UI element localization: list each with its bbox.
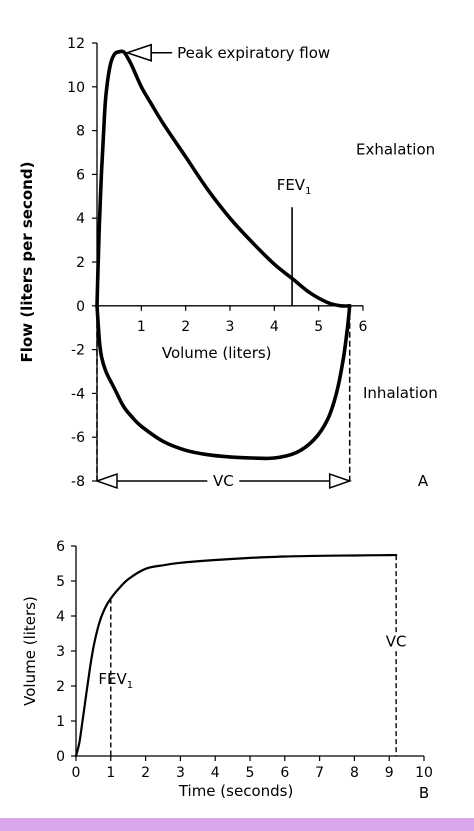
flow-y-tick-label: -2 bbox=[71, 343, 85, 359]
time-x-tick-label: 1 bbox=[106, 765, 115, 781]
flow-y-axis-label: Flow (liters per second) bbox=[18, 162, 36, 363]
time-x-tick-label: 8 bbox=[350, 765, 359, 781]
flow-x-tick-label: 3 bbox=[226, 319, 235, 335]
flow-y-tick-label: 10 bbox=[67, 80, 85, 96]
volume-time-chart: 0 1 2 3 4 5 6 0 1 2 3 4 5 6 7 8 9 10 FEV1 VC Time (secon… bbox=[21, 539, 433, 802]
time-x-tick-label: 9 bbox=[385, 765, 394, 781]
time-x-tick-label: 2 bbox=[141, 765, 150, 781]
volume-y-tick-label: 0 bbox=[56, 749, 65, 765]
fev1-label-b: FEV1 bbox=[98, 670, 133, 691]
time-x-tick-label: 0 bbox=[72, 765, 81, 781]
vc-arrowhead-left bbox=[94, 472, 118, 490]
flow-y-axis-ticks: 12 10 8 6 4 2 0 -2 -4 -6 -8 bbox=[67, 36, 97, 490]
vc-label-background bbox=[383, 632, 410, 651]
flow-y-tick-label: -8 bbox=[71, 474, 85, 490]
vc-arrowhead-right bbox=[328, 472, 352, 490]
exhalation-curve bbox=[95, 49, 352, 308]
volume-y-axis-label: Volume (liters) bbox=[21, 596, 39, 706]
flow-y-tick-label: 8 bbox=[76, 124, 85, 140]
flow-y-tick-label: 12 bbox=[67, 36, 85, 52]
volume-y-tick-label: 5 bbox=[56, 574, 65, 590]
flow-x-tick-label: 2 bbox=[181, 319, 190, 335]
peak-flow-arrow bbox=[124, 43, 152, 62]
flow-volume-series bbox=[95, 49, 352, 461]
flow-x-tick-label: 4 bbox=[270, 319, 279, 335]
flow-x-axis-ticks: 1 2 3 4 5 6 bbox=[137, 305, 368, 335]
panel-b-letter: B bbox=[419, 784, 429, 802]
time-x-tick-label: 10 bbox=[415, 765, 433, 781]
volume-y-tick-label: 2 bbox=[56, 679, 65, 695]
volume-time-curve bbox=[74, 553, 398, 758]
flow-x-tick-label: 5 bbox=[314, 319, 323, 335]
flow-y-tick-label: 2 bbox=[76, 255, 85, 271]
flow-y-tick-label: 0 bbox=[76, 299, 85, 315]
volume-y-tick-label: 1 bbox=[56, 714, 65, 730]
exhalation-label: Exhalation bbox=[356, 141, 435, 159]
inhalation-label: Inhalation bbox=[363, 384, 438, 402]
time-x-tick-label: 7 bbox=[315, 765, 324, 781]
time-x-tick-label: 3 bbox=[176, 765, 185, 781]
time-x-axis-label: Time (seconds) bbox=[178, 782, 294, 800]
volume-time-series bbox=[74, 553, 398, 758]
volume-y-tick-label: 6 bbox=[56, 539, 65, 555]
time-x-tick-label: 4 bbox=[211, 765, 220, 781]
fev1-label: FEV1 bbox=[277, 176, 312, 197]
vc-label: VC bbox=[213, 472, 234, 490]
panel-a-letter: A bbox=[418, 472, 429, 490]
flow-y-tick-label: -4 bbox=[71, 386, 85, 402]
flow-x-tick-label: 1 bbox=[137, 319, 146, 335]
inhalation-curve bbox=[95, 304, 352, 461]
vc-label-b: VC bbox=[386, 633, 407, 651]
time-x-axis-ticks: 0 1 2 3 4 5 6 7 8 9 10 bbox=[72, 756, 433, 781]
time-x-tick-label: 5 bbox=[246, 765, 255, 781]
volume-y-tick-label: 4 bbox=[56, 609, 65, 625]
bottom-accent-bar bbox=[0, 818, 474, 831]
flow-x-tick-label: 6 bbox=[359, 319, 368, 335]
peak-expiratory-flow-label: Peak expiratory flow bbox=[177, 44, 330, 62]
flow-y-tick-label: 4 bbox=[76, 211, 85, 227]
volume-y-tick-label: 3 bbox=[56, 644, 65, 660]
flow-x-axis-label: Volume (liters) bbox=[162, 344, 272, 362]
time-x-tick-label: 6 bbox=[280, 765, 289, 781]
flow-y-tick-label: 6 bbox=[76, 167, 85, 183]
volume-y-axis-ticks: 0 1 2 3 4 5 6 bbox=[56, 539, 76, 765]
flow-y-tick-label: -6 bbox=[71, 430, 85, 446]
